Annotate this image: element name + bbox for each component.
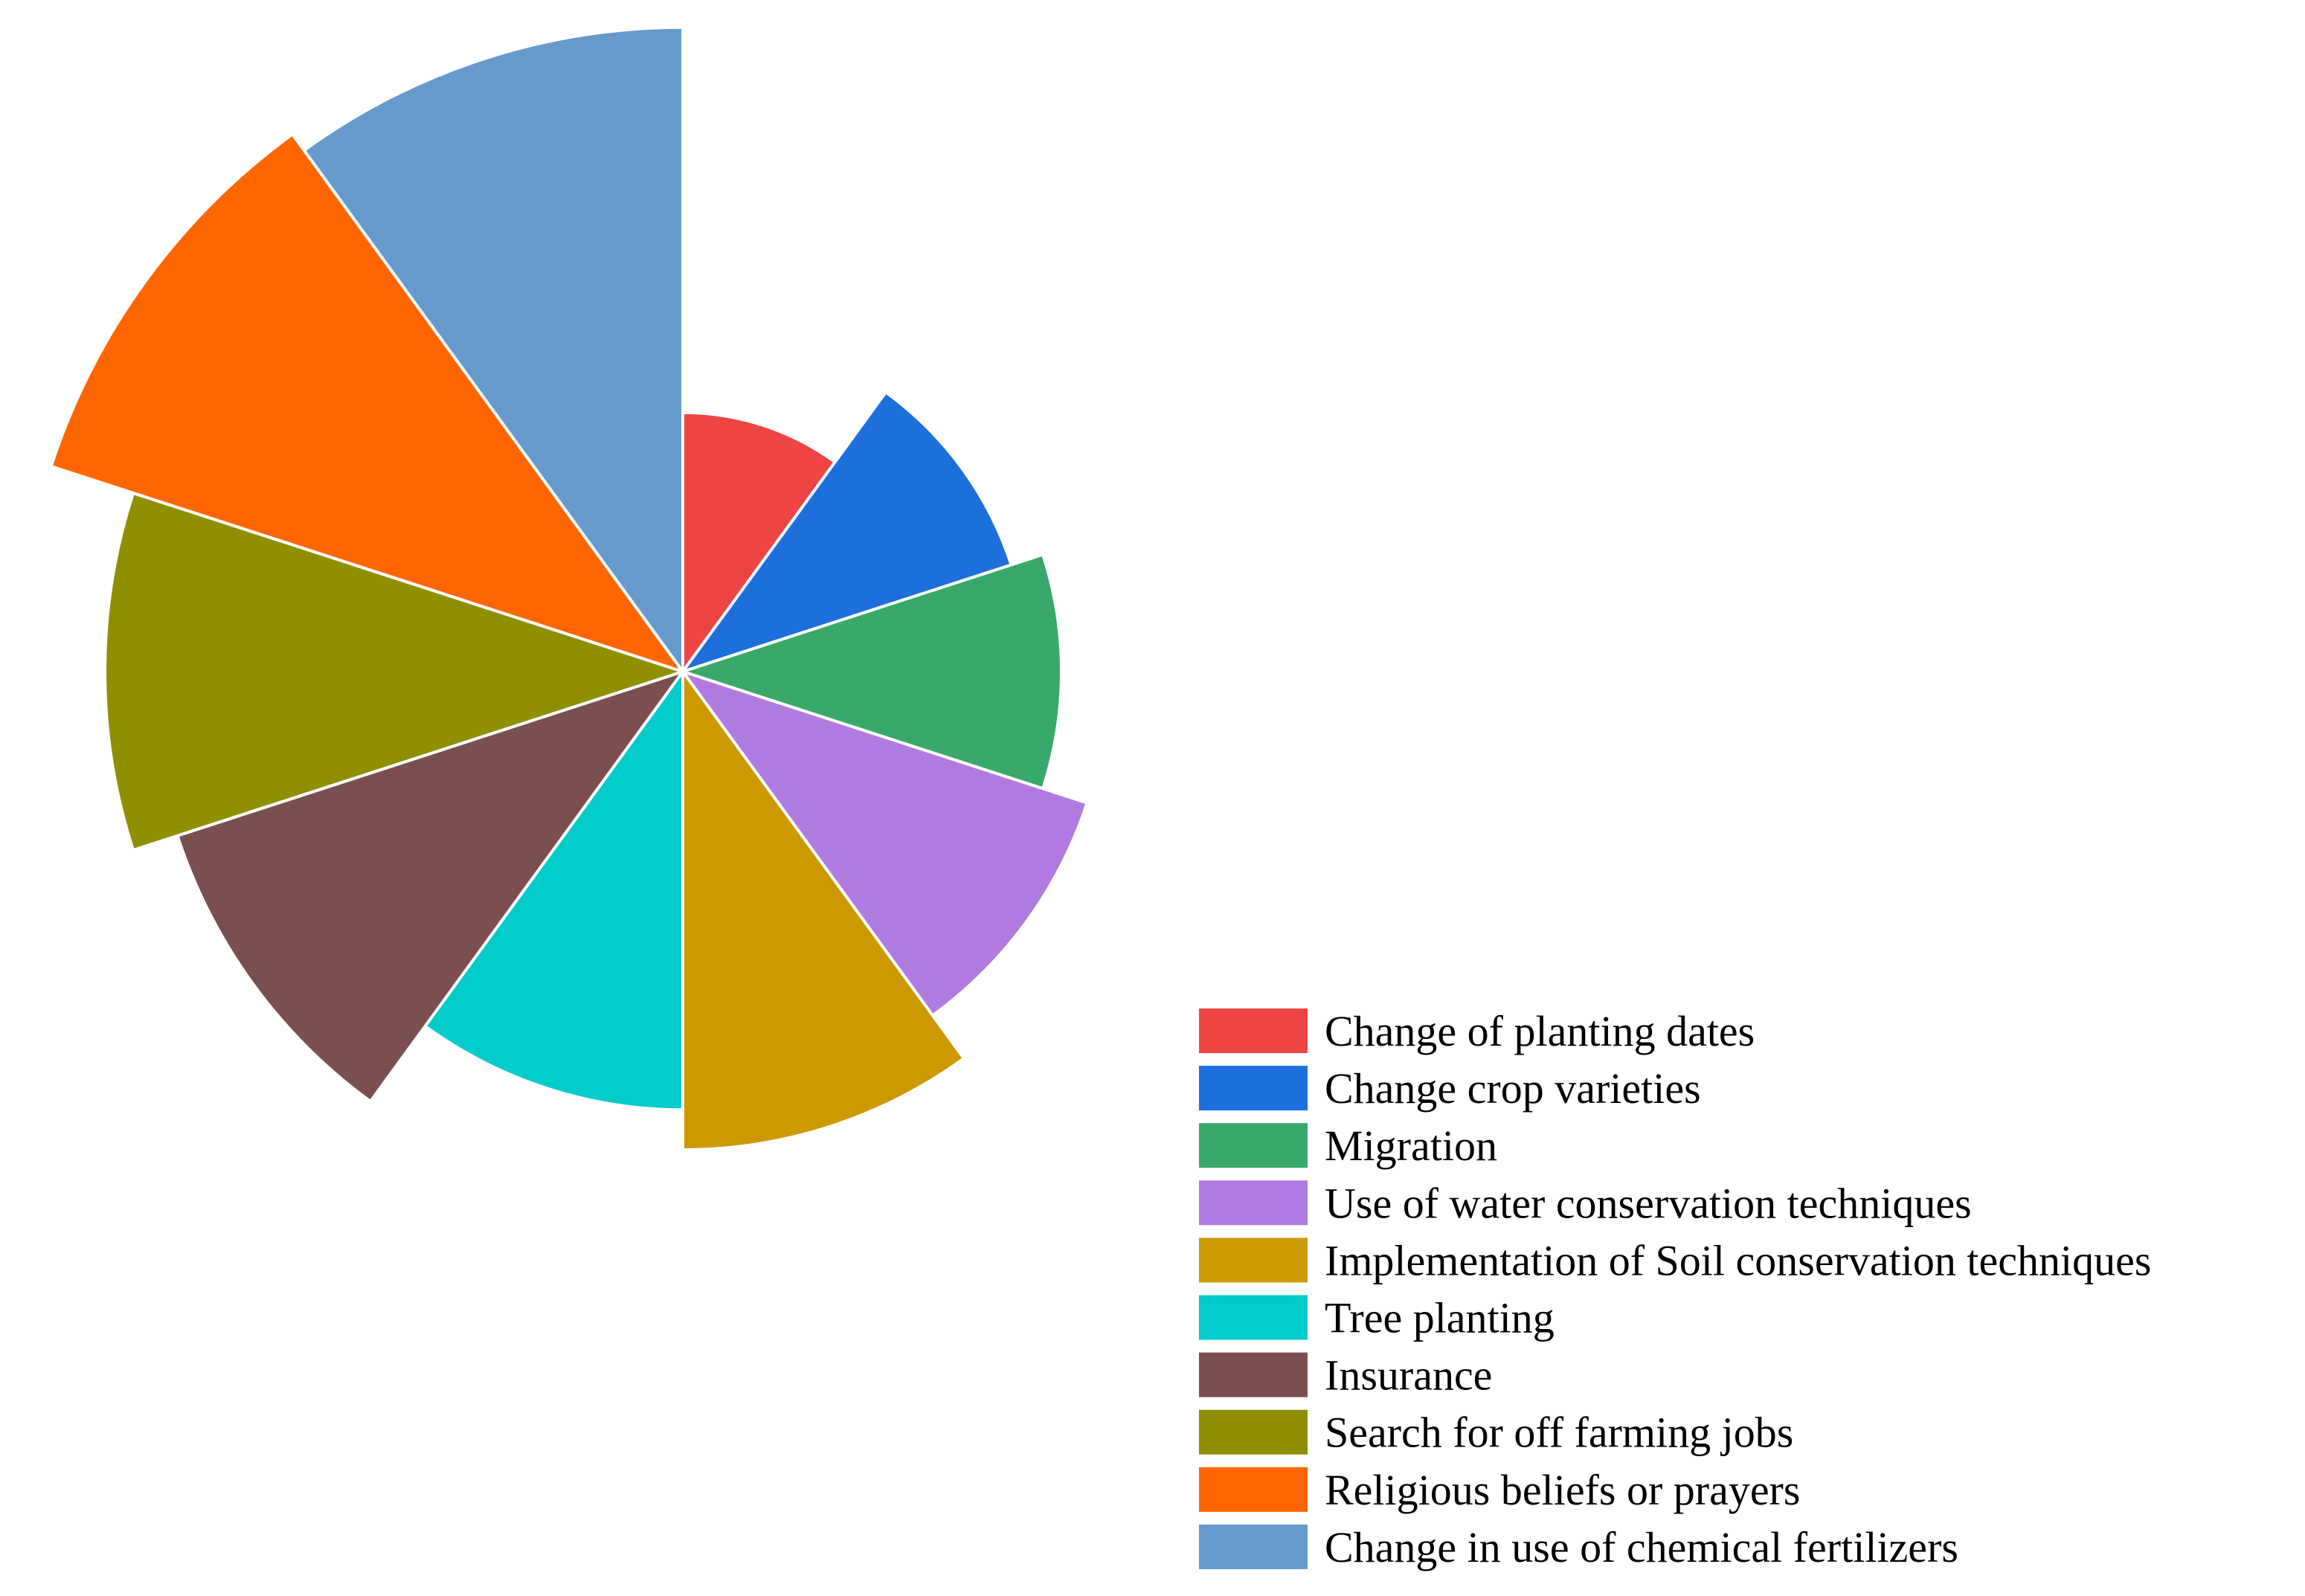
slice-migration bbox=[681, 553, 1064, 791]
legend-label-insurance: Insurance bbox=[1325, 1351, 1492, 1400]
legend-swatch-use-of-water-conservation-techniques bbox=[1199, 1180, 1308, 1226]
slice-implementation-of-soil-conservation-techniques bbox=[681, 670, 965, 1151]
legend-label-implementation-of-soil-conservation-techniques: Implementation of Soil conservation tech… bbox=[1325, 1236, 2151, 1284]
legend-swatch-search-for-off-farming-jobs bbox=[1199, 1409, 1308, 1455]
legend-label-change-in-use-of-chemical-fertilizers: Change in use of chemical fertilizers bbox=[1325, 1523, 1958, 1571]
legend-label-use-of-water-conservation-techniques: Use of water conservation techniques bbox=[1325, 1179, 1972, 1227]
slice-search-for-off-farming-jobs bbox=[103, 491, 684, 852]
slice-insurance bbox=[176, 670, 684, 1103]
legend-label-migration: Migration bbox=[1325, 1122, 1497, 1170]
legend-swatch-tree-planting bbox=[1199, 1295, 1308, 1340]
slice-use-of-water-conservation-techniques bbox=[681, 670, 1089, 1017]
slice-change-crop-varieties bbox=[681, 390, 1013, 673]
legend-label-change-crop-varieties: Change crop varieties bbox=[1325, 1064, 1701, 1113]
legend-swatch-implementation-of-soil-conservation-techniques bbox=[1199, 1238, 1308, 1283]
legend-swatch-migration bbox=[1199, 1123, 1308, 1168]
legend: Change of planting dates Change crop vari… bbox=[1199, 1007, 2151, 1571]
legend-label-religious-beliefs-or-prayers: Religious beliefs or prayers bbox=[1325, 1466, 1800, 1514]
slice-tree-planting bbox=[423, 670, 684, 1112]
legend-label-tree-planting: Tree planting bbox=[1325, 1294, 1555, 1342]
legend-swatch-change-crop-varieties bbox=[1199, 1066, 1308, 1111]
legend-swatch-insurance bbox=[1199, 1352, 1308, 1397]
legend-swatch-change-in-use-of-chemical-fertilizers bbox=[1199, 1524, 1308, 1569]
pie-slices bbox=[49, 25, 1089, 1151]
slice-change-in-use-of-chemical-fertilizers bbox=[302, 25, 684, 673]
legend-swatch-change-of-planting-dates bbox=[1199, 1008, 1308, 1053]
legend-label-search-for-off-farming-jobs: Search for off farming jobs bbox=[1325, 1409, 1793, 1457]
slice-change-of-planting-dates bbox=[681, 411, 837, 673]
slice-religious-beliefs-or-prayers bbox=[49, 132, 684, 673]
legend-swatch-religious-beliefs-or-prayers bbox=[1199, 1467, 1308, 1512]
legend-label-change-of-planting-dates: Change of planting dates bbox=[1325, 1007, 1755, 1055]
